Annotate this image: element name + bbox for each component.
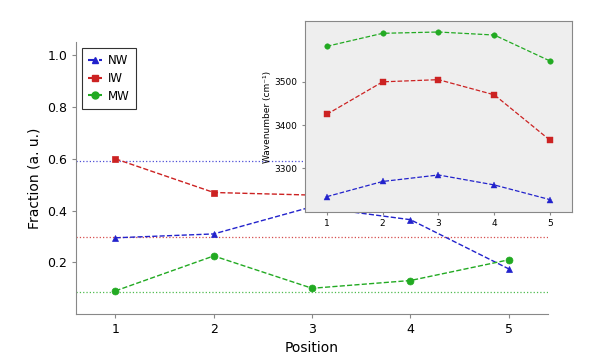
Y-axis label: Fraction (a. u.): Fraction (a. u.)	[27, 127, 41, 229]
Y-axis label: Wavenumber (cm⁻¹): Wavenumber (cm⁻¹)	[264, 71, 272, 162]
Legend: NW, IW, MW: NW, IW, MW	[82, 48, 136, 108]
X-axis label: Position: Position	[285, 341, 339, 353]
